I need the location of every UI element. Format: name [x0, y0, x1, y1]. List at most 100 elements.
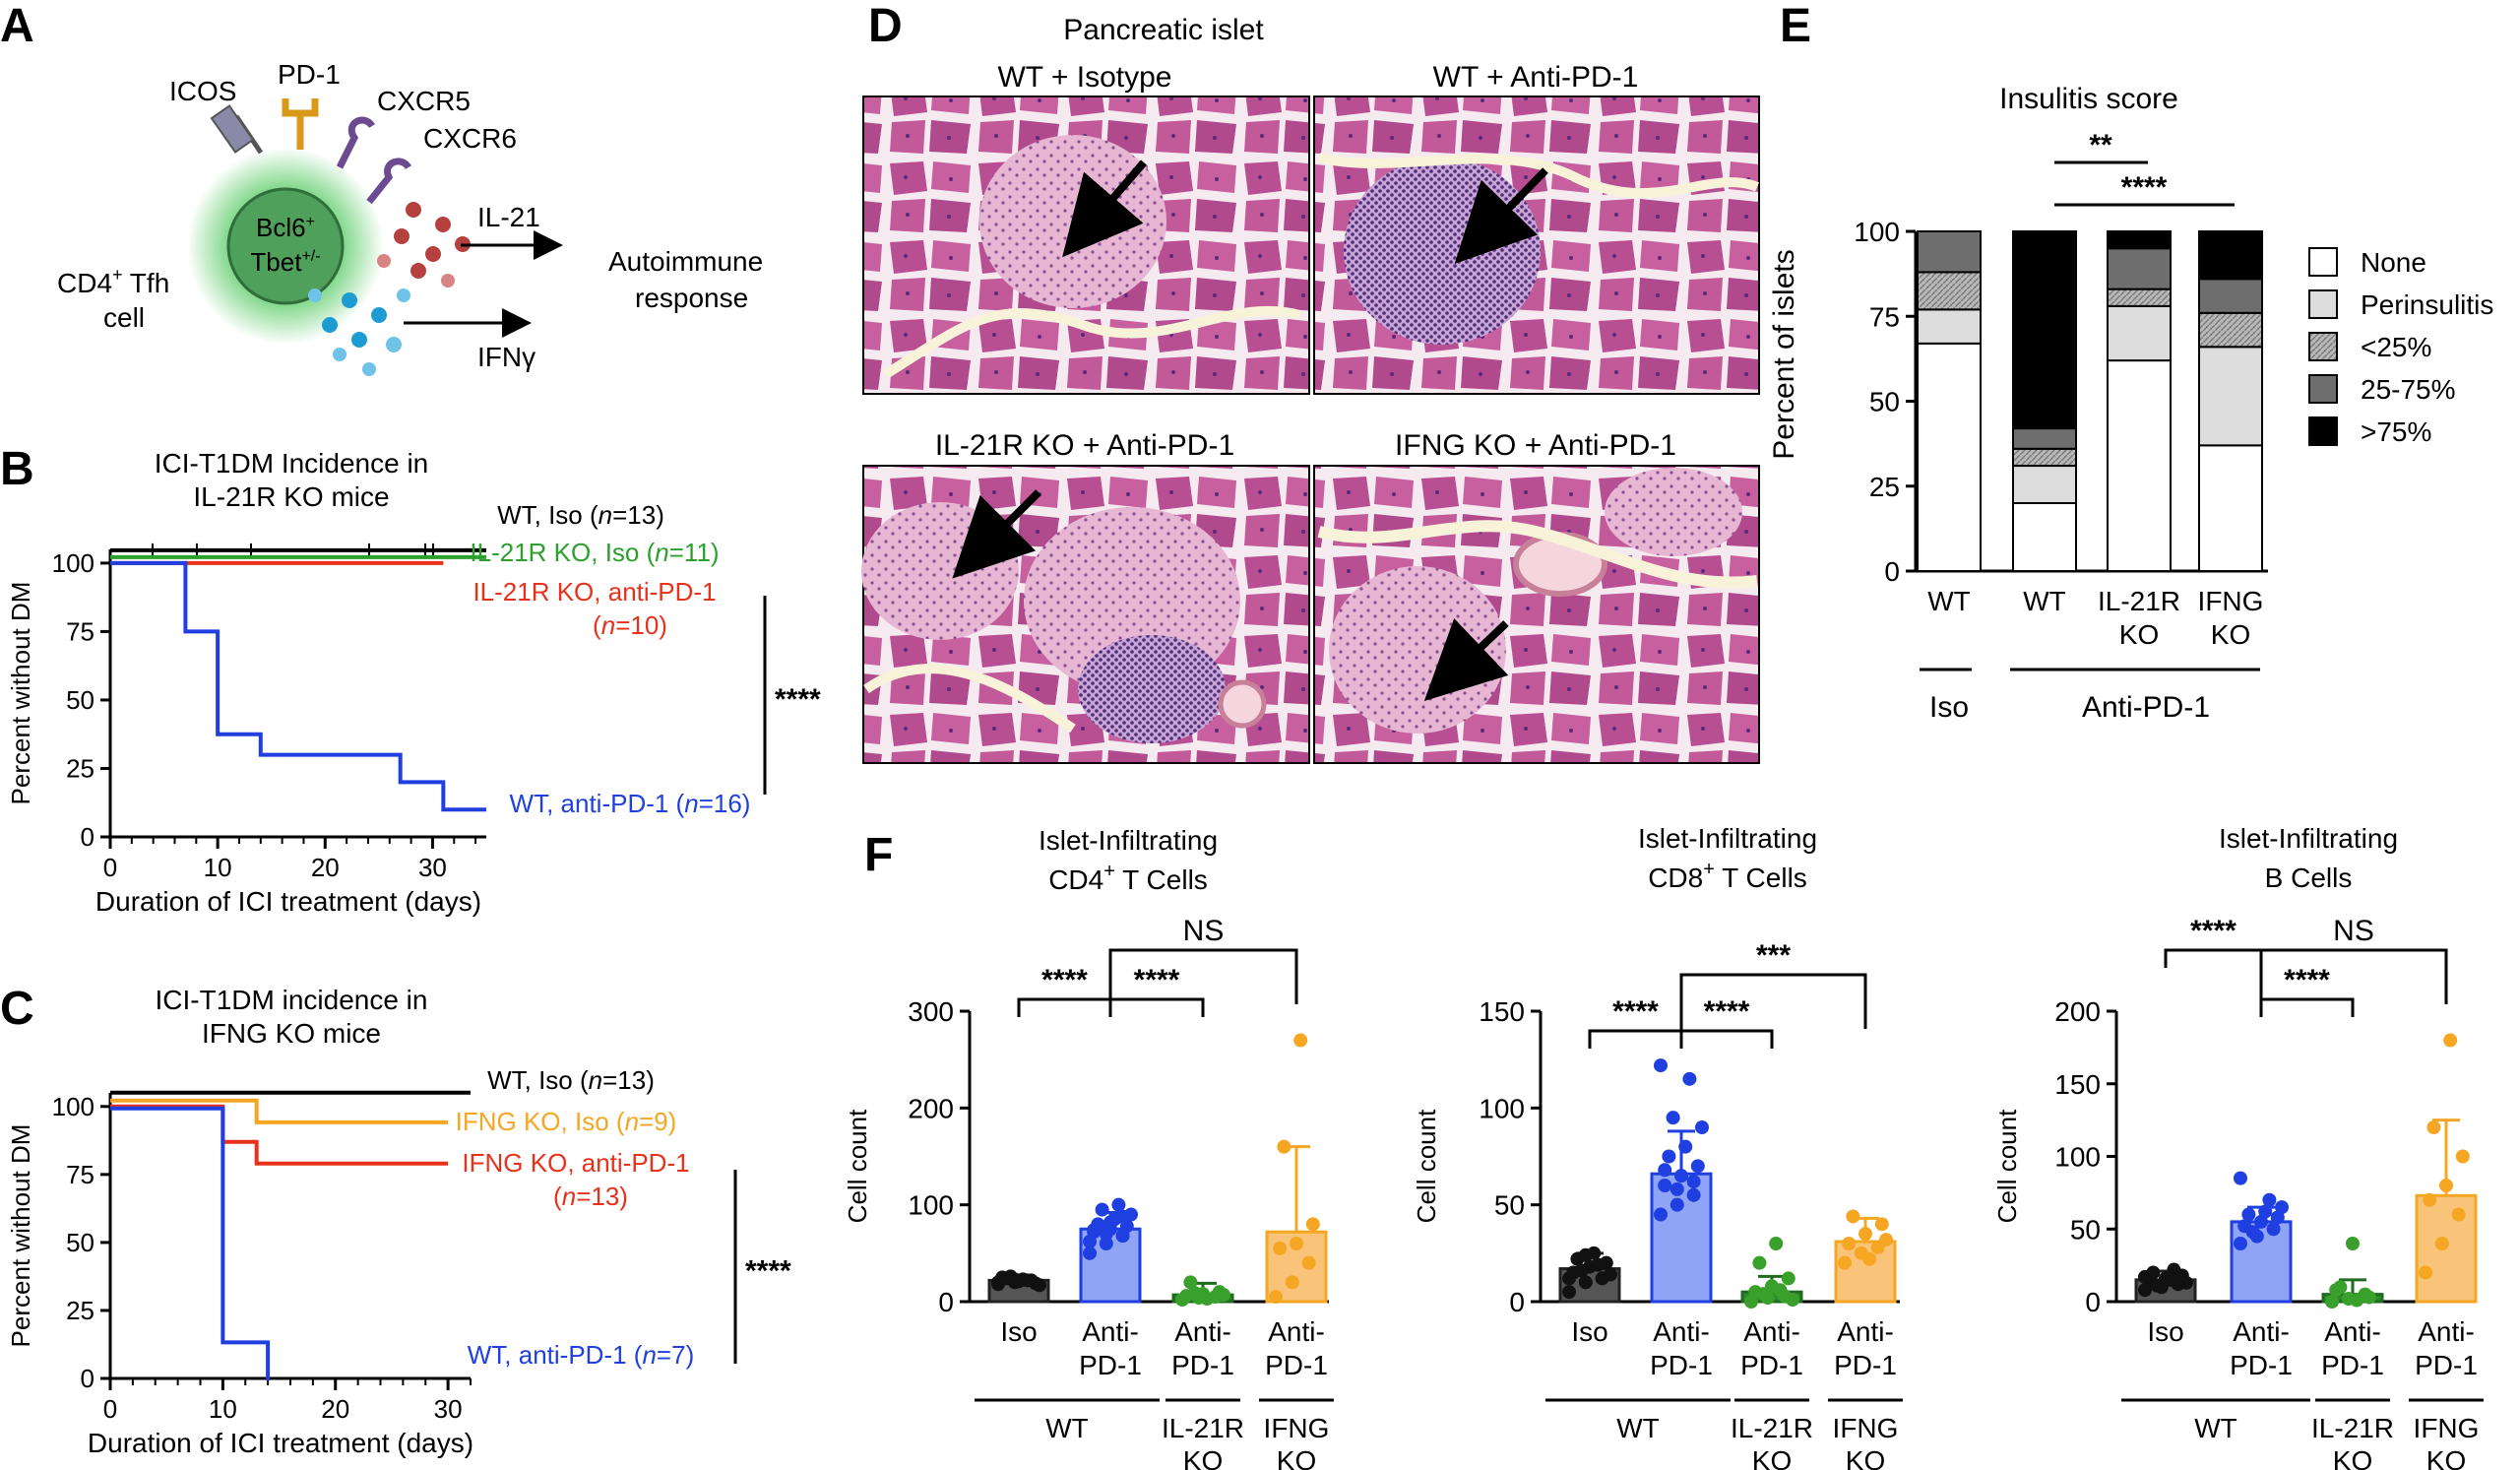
y-tick-label: 75 — [66, 616, 94, 646]
y-tick-label: 200 — [908, 1093, 954, 1123]
panel-letter-a: A — [0, 0, 34, 52]
category-label: Anti- — [1268, 1316, 1325, 1347]
data-point — [2234, 1171, 2247, 1185]
data-point — [1099, 1237, 1113, 1250]
legend-label: <25% — [2361, 332, 2431, 362]
group-label: Anti-PD-1 — [2082, 691, 2210, 724]
category-label: Anti- — [1837, 1316, 1894, 1347]
panel-letter-c: C — [0, 983, 34, 1035]
significance-label: **** — [1612, 995, 1659, 1028]
data-point — [1269, 1290, 1283, 1305]
group-label: IFNG — [2414, 1413, 2480, 1443]
data-point — [1654, 1207, 1668, 1222]
data-point — [1858, 1227, 1872, 1242]
data-point — [2423, 1192, 2437, 1207]
significance-label: *** — [1756, 939, 1791, 972]
group-label: KO — [1183, 1445, 1223, 1470]
data-point — [1842, 1237, 1857, 1250]
data-point — [2245, 1225, 2260, 1240]
data-point — [1654, 1058, 1668, 1073]
chart-title-line: Islet-Infiltrating — [2219, 823, 2398, 854]
y-tick-label: 300 — [908, 996, 954, 1027]
category-label: Anti- — [1082, 1316, 1139, 1347]
data-point — [2451, 1207, 2466, 1222]
significance-bracket — [1588, 1029, 1683, 1049]
cell-label-line1: CD4+ Tfh — [57, 265, 169, 298]
stacked-bar-segment — [2107, 359, 2172, 572]
category-label: Anti- — [1653, 1316, 1710, 1347]
group-label: IFNG — [1264, 1413, 1330, 1443]
y-tick-label: 75 — [1869, 301, 1900, 332]
data-point — [1020, 1273, 1035, 1288]
data-point — [2333, 1280, 2348, 1295]
significance-bracket — [2259, 948, 2448, 1017]
data-point — [1670, 1197, 1684, 1212]
category-label: Iso — [2147, 1316, 2183, 1347]
histology-image-wt-antipd1 — [1313, 96, 1760, 395]
data-point — [1773, 1283, 1788, 1298]
cytokine-label-il21: IL-21 — [477, 202, 540, 232]
pd1-receptor — [282, 98, 319, 150]
y-tick-label: 100 — [52, 1092, 94, 1121]
nucleus — [226, 187, 345, 305]
km-series-line — [110, 1104, 449, 1166]
histology-image-wt-isotype — [862, 96, 1310, 395]
panel-letter-e: E — [1780, 0, 1811, 52]
il21-dots — [377, 202, 471, 288]
panel-letter-b: B — [0, 443, 34, 495]
category-label: PD-1 — [1650, 1350, 1713, 1380]
outcome-label-line1: Autoimmune — [608, 246, 763, 277]
series-label: WT, anti-PD-1 (n=16) — [510, 789, 751, 818]
y-tick-label: 50 — [2070, 1214, 2101, 1245]
y-tick-label: 150 — [2054, 1069, 2101, 1100]
legend-label: Perinsulitis — [2361, 289, 2493, 320]
series-label: WT, Iso (n=13) — [497, 500, 664, 530]
stacked-bar-segment — [1917, 271, 1982, 311]
y-tick-label: 50 — [66, 685, 94, 715]
panel-d: D Pancreatic islet WT + Isotype WT + Ant… — [861, 0, 1760, 764]
data-point — [1695, 1120, 1709, 1134]
data-point — [1200, 1292, 1215, 1307]
group-label: KO — [2333, 1445, 2372, 1470]
group-label: KO — [1277, 1445, 1316, 1470]
data-point — [1686, 1187, 1701, 1202]
data-point — [1690, 1159, 1705, 1174]
category-label: PD-1 — [1834, 1350, 1897, 1380]
y-tick-label: 150 — [1479, 996, 1525, 1027]
data-point — [1578, 1247, 1593, 1262]
data-point — [1305, 1217, 1320, 1232]
histology-label-wt-isotype: WT + Isotype — [997, 61, 1171, 94]
x-tick-label: 0 — [103, 853, 117, 882]
x-axis-label: Duration of ICI treatment (days) — [88, 1428, 473, 1458]
chart-title-line: B Cells — [2265, 863, 2353, 893]
data-point — [1781, 1271, 1796, 1286]
significance-label: **** — [1704, 995, 1750, 1028]
y-axis-label: Cell count — [1992, 1109, 2022, 1223]
data-point — [1273, 1241, 1288, 1255]
group-label: WT — [1045, 1413, 1089, 1443]
y-tick-label: 200 — [2054, 996, 2101, 1027]
outcome-label-line2: response — [635, 283, 748, 313]
stacked-bar-segment — [2012, 465, 2077, 504]
x-tick-label: 0 — [103, 1394, 117, 1424]
significance-bracket — [1108, 948, 1298, 1017]
significance-bracket — [2259, 997, 2355, 1017]
icos-receptor — [210, 104, 264, 155]
chart-title-line: ICI-T1DM incidence in — [156, 985, 428, 1015]
data-point — [1095, 1202, 1109, 1217]
data-point — [1183, 1275, 1198, 1290]
y-axis-label: Cell count — [1412, 1109, 1441, 1223]
histology-image-il21r-antipd1 — [861, 465, 1310, 764]
data-point — [1111, 1197, 1126, 1212]
stacked-bar-segment — [2107, 230, 2172, 250]
data-point — [1301, 1255, 1316, 1270]
data-point — [1769, 1237, 1784, 1250]
category-label: Iso — [1571, 1316, 1607, 1347]
data-point — [1277, 1139, 1292, 1154]
data-point — [1678, 1139, 1693, 1154]
stacked-bar-segment — [2012, 502, 2077, 572]
group-label: Iso — [1929, 691, 1969, 724]
stacked-bar-segment — [1917, 230, 1982, 274]
x-axis-label: Duration of ICI treatment (days) — [95, 886, 481, 917]
significance-bracket — [1679, 973, 1867, 1034]
